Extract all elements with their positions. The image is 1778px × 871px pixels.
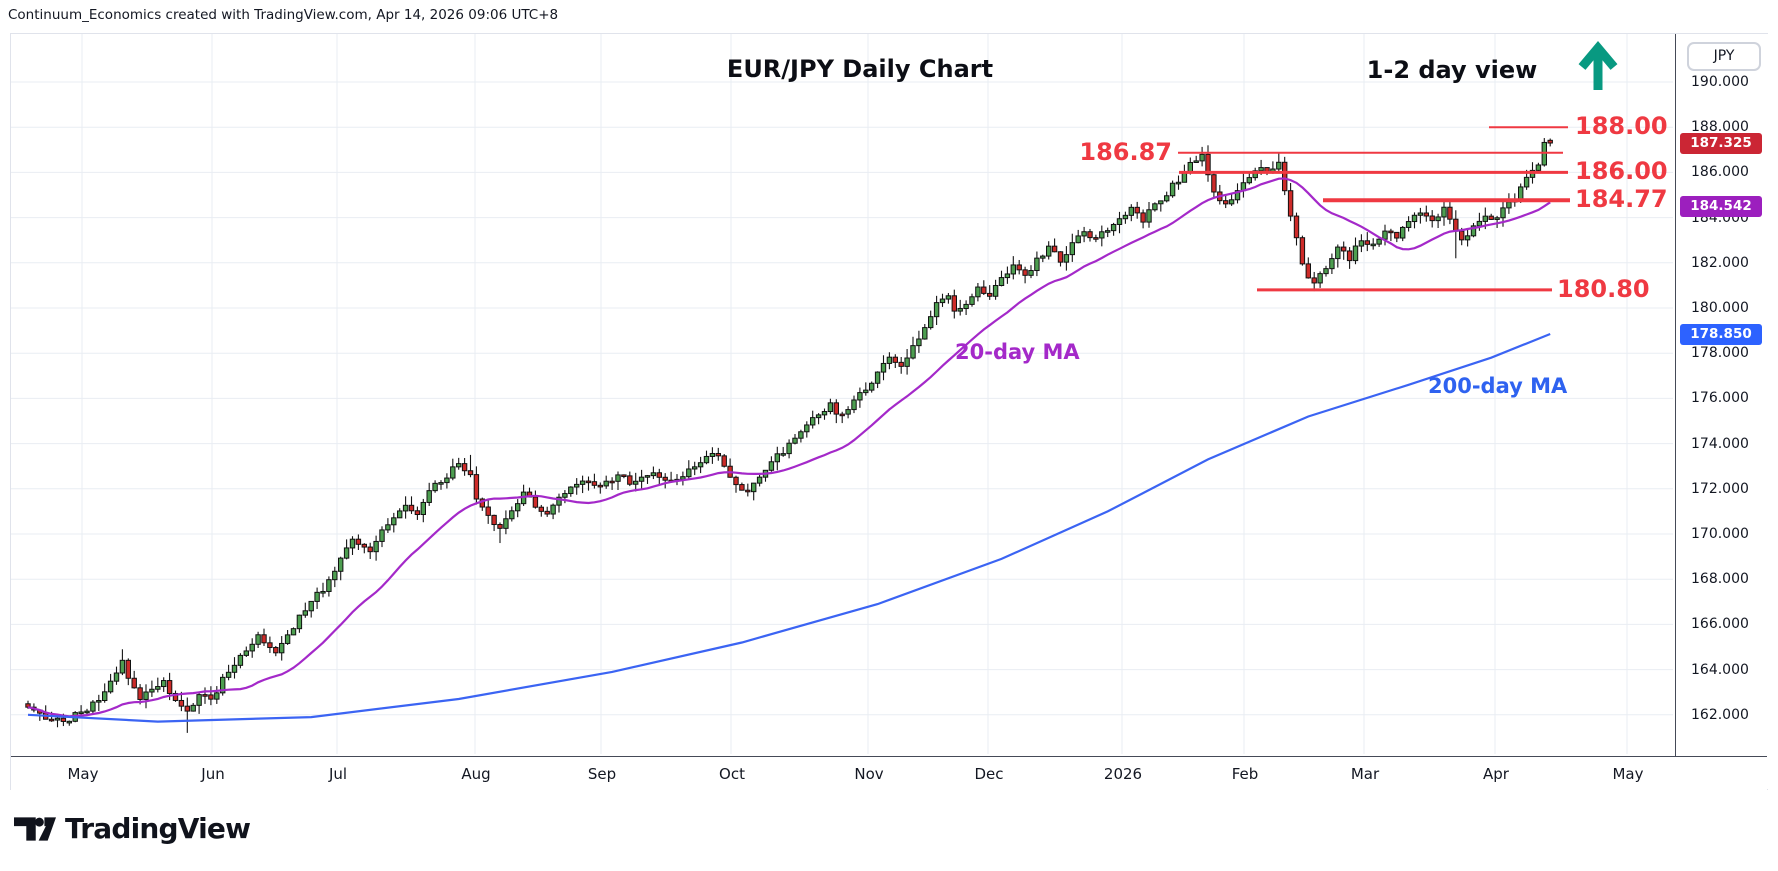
price-tick-label: 166.000: [1691, 616, 1749, 633]
price-tick-label: 168.000: [1691, 571, 1749, 588]
price-tick-label: 180.000: [1691, 300, 1749, 316]
price-axis[interactable]: JPY 190.000 188.000 186.000 184.000 182.000 1…: [1675, 34, 1769, 789]
time-axis-label: Jul: [328, 765, 348, 783]
time-axis-label: Oct: [719, 765, 745, 783]
ma200-line[interactable]: [27, 332, 1551, 723]
view-note: 1-2 day view: [1366, 56, 1538, 84]
price-badge-ma20-value: 184.542: [1680, 195, 1762, 217]
grid-lines: [11, 34, 1673, 754]
level-label-180.80[interactable]: 180.80: [1557, 274, 1650, 303]
price-badge-last-price: 187.325: [1680, 132, 1762, 154]
price-tick-label: 176.000: [1691, 390, 1749, 407]
time-axis-label: Aug: [461, 765, 491, 783]
up-arrow-icon: [1578, 41, 1618, 90]
tradingview-logo-icon: [14, 816, 56, 841]
tradingview-logo-text: TradingView: [65, 812, 251, 845]
price-tick-label: 190.000: [1691, 74, 1749, 90]
level-label-186.87[interactable]: 186.87: [1079, 137, 1172, 166]
ma20-line[interactable]: [27, 177, 1551, 718]
price-tick-label: 170.000: [1691, 526, 1749, 542]
price-tick-label: 186.000: [1691, 164, 1749, 181]
price-tick-label: 188.000: [1691, 119, 1749, 136]
time-axis[interactable]: May Jun Jul Aug Sep Oct Nov Dec 2026 Feb Mar Apr May: [11, 756, 1767, 790]
time-axis-label: Jun: [201, 765, 225, 783]
tradingview-logo[interactable]: TradingView: [14, 812, 251, 845]
time-axis-label: Apr: [1483, 765, 1509, 783]
price-tick-label: 182.000: [1691, 254, 1749, 271]
price-tick-label: 162.000: [1691, 706, 1749, 723]
level-label-184.77[interactable]: 184.77: [1575, 185, 1668, 214]
chart-panel: JPY 190.000 188.000 186.000 184.000 182.000 1…: [10, 33, 1769, 790]
chart-title: EUR/JPY Daily Chart: [726, 55, 994, 83]
time-axis-label: 2026: [1103, 765, 1143, 783]
price-tick-label: 164.000: [1691, 661, 1749, 678]
attribution-text: Continuum_Economics created with Trading…: [8, 7, 559, 23]
ma20-label: 20-day MA: [955, 340, 1080, 364]
time-axis-label: May: [67, 765, 99, 783]
price-tick-label: 172.000: [1691, 480, 1749, 497]
price-tick-label: 178.000: [1691, 345, 1749, 362]
time-axis-label: Mar: [1350, 765, 1380, 783]
candlestick-series: [25, 138, 1553, 733]
time-axis-label: Dec: [974, 765, 1004, 783]
price-tick-label: 174.000: [1691, 435, 1749, 452]
time-axis-label: Sep: [587, 765, 617, 783]
time-axis-label: Nov: [854, 765, 884, 783]
level-label-186.00[interactable]: 186.00: [1575, 157, 1668, 186]
ma200-label: 200-day MA: [1428, 374, 1568, 398]
level-label-188.00[interactable]: 188.00: [1575, 112, 1668, 141]
price-badge-ma200-value: 178.850: [1680, 324, 1762, 346]
currency-chip[interactable]: JPY: [1687, 42, 1761, 71]
time-axis-label: May: [1612, 765, 1644, 783]
time-axis-label: Feb: [1231, 765, 1259, 783]
